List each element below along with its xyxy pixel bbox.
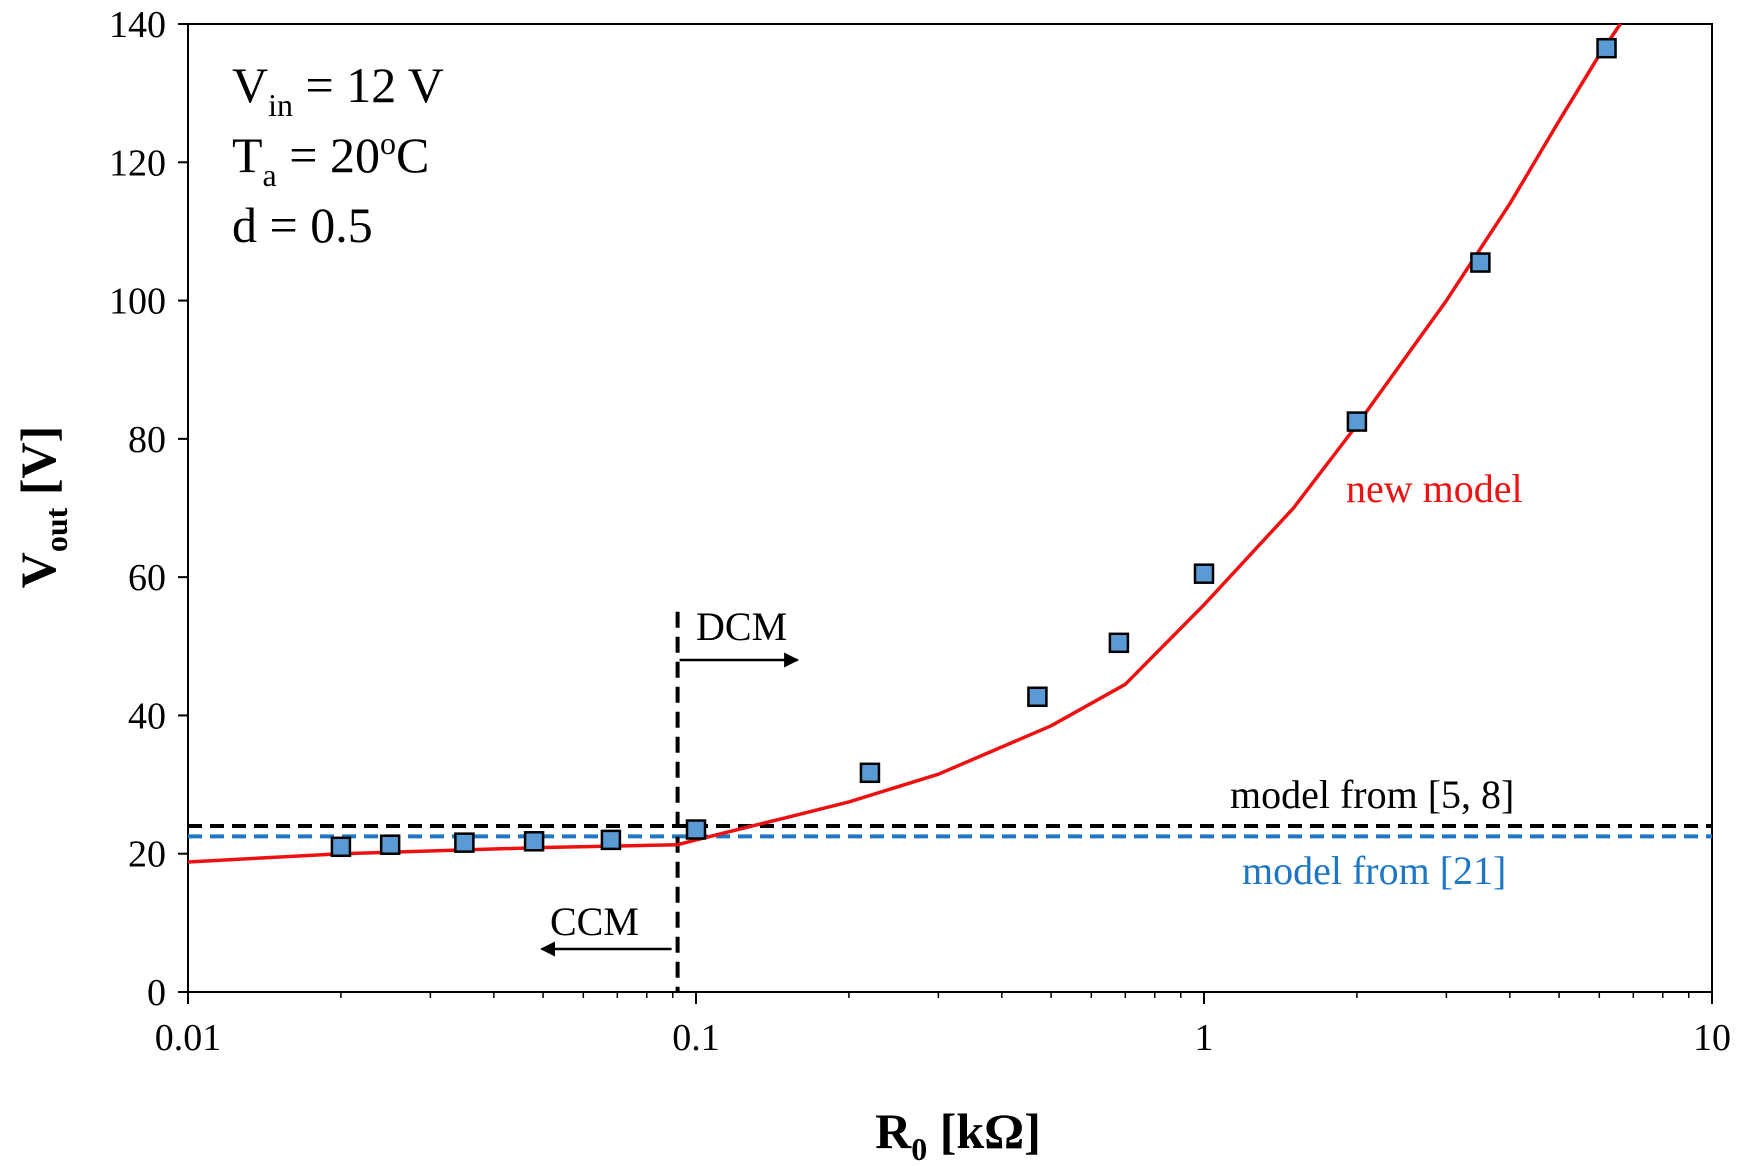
plot-area [187, 23, 1713, 993]
measured-point [523, 831, 545, 852]
condition-d: d = 0.5 [232, 197, 373, 253]
measured-point [859, 762, 881, 784]
model-21-label: model from [21] [1242, 848, 1506, 893]
dcm-label: DCM [696, 604, 787, 649]
x-tick-label: 0.01 [155, 1017, 222, 1059]
model-5-8-label: model from [5, 8] [1230, 772, 1514, 817]
measured-point [1596, 37, 1617, 59]
new-model-curve [187, 23, 1622, 864]
y-axis-title: Vout [V] [10, 426, 74, 588]
measured-point [1346, 411, 1368, 432]
axis-layer: 0 20 40 60 80 100 120 140 0.01 0.1 1 10 [109, 4, 1731, 1059]
x-tick-label: 10 [1693, 1017, 1731, 1059]
y-tick-label: 140 [109, 4, 166, 46]
measured-point [1108, 632, 1130, 654]
y-tick-label: 120 [109, 142, 166, 184]
y-tick-label: 60 [128, 557, 166, 599]
y-tick-label: 80 [128, 419, 166, 461]
measured-point [685, 819, 707, 840]
measured-point [379, 834, 401, 855]
x-axis-title: R0 [kΩ] [875, 1103, 1041, 1166]
ccm-label: CCM [550, 899, 639, 944]
x-tick-label: 1 [1195, 1017, 1214, 1059]
series-layer [187, 23, 1712, 992]
condition-vin: Vin = 12 V [232, 57, 444, 123]
measured-point [330, 836, 352, 858]
x-tick-label: 0.1 [672, 1017, 720, 1059]
measured-point [600, 829, 622, 851]
new-model-label: new model [1346, 466, 1523, 511]
y-tick-label: 20 [128, 834, 166, 876]
condition-ta: Ta = 20oC [232, 125, 429, 193]
plot-frame [187, 23, 1713, 993]
measured-point [1027, 686, 1048, 708]
y-tick-label: 100 [109, 281, 166, 323]
measured-point [1470, 252, 1491, 273]
y-tick-label: 40 [128, 695, 166, 737]
measured-point [454, 832, 475, 853]
y-tick-label: 0 [147, 972, 166, 1014]
measured-point [1193, 563, 1215, 584]
